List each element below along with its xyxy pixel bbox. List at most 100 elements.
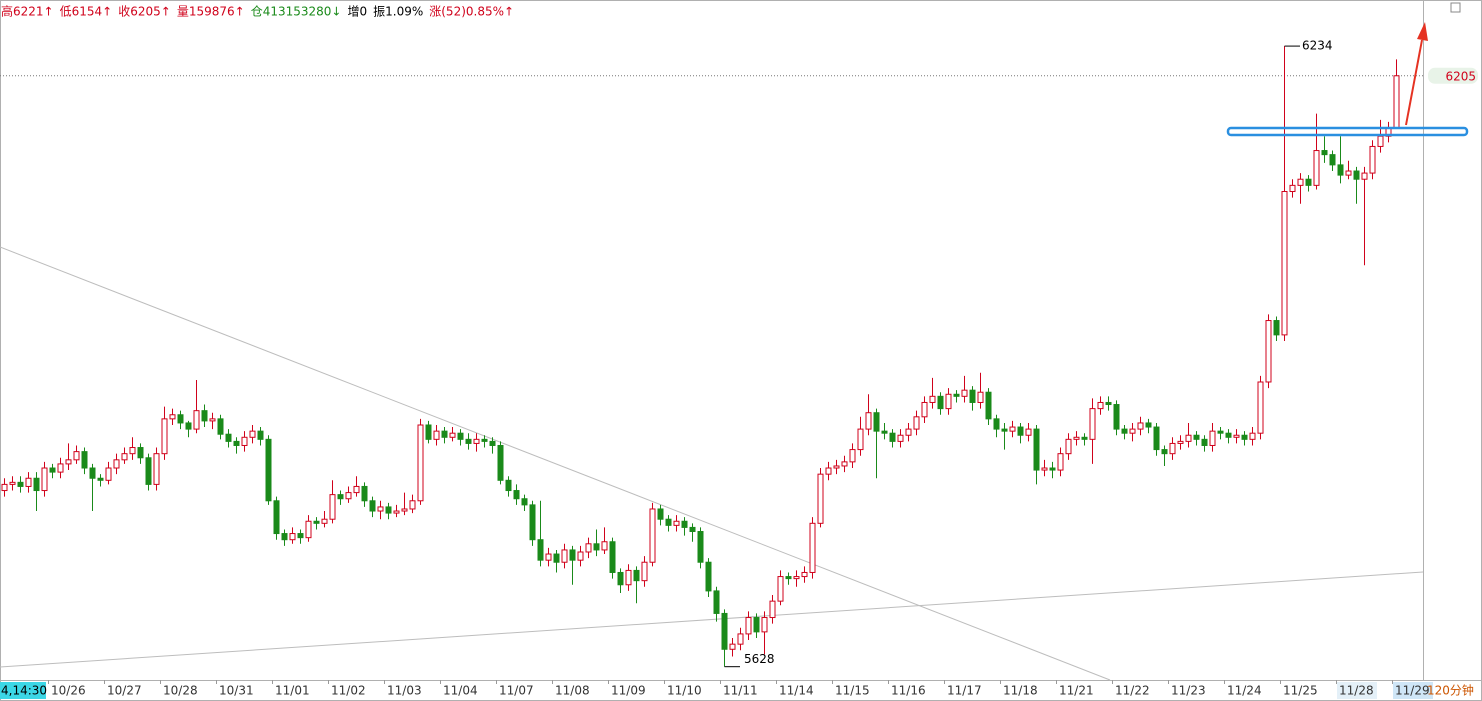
candle-body [401, 508, 408, 512]
x-tick-label: 11/03 [387, 684, 422, 698]
info-item: 高6221↑ [1, 4, 54, 19]
candle-body [809, 522, 816, 573]
x-tick-label: 10/27 [107, 684, 142, 698]
cursor-label: 4,14:30 [1, 684, 47, 698]
candle-body [1169, 442, 1176, 455]
candle-body [1361, 172, 1368, 180]
candle-body [161, 418, 168, 455]
candle-body [265, 438, 272, 502]
candle-body [897, 434, 904, 442]
candle-body [985, 391, 992, 420]
candle-body [297, 533, 304, 539]
candle-body [201, 410, 208, 422]
candle-body [289, 533, 296, 541]
price-tag: 6205 [1445, 69, 1476, 83]
candle-body [217, 418, 224, 435]
candle-body [1289, 184, 1296, 193]
candle-body [1241, 434, 1248, 440]
price-tag-bg [1428, 67, 1478, 84]
candle-body [1345, 170, 1352, 176]
candle-body [617, 571, 624, 586]
candle-body [1057, 453, 1064, 471]
candle-body [425, 424, 432, 440]
candle-body [233, 440, 240, 446]
candle-body [337, 494, 344, 500]
candle-body [737, 633, 744, 645]
candle-body [329, 494, 336, 520]
candle-body [1137, 422, 1144, 430]
candle-body [113, 459, 120, 469]
x-tick-label: 11/24 [1227, 684, 1262, 698]
candle-body [225, 433, 232, 442]
candle-body [1265, 320, 1272, 383]
candle-body [409, 500, 416, 510]
candle-body [1297, 178, 1304, 186]
candle-body [569, 549, 576, 561]
candle-body [1177, 440, 1184, 444]
candle-body [81, 451, 88, 469]
candle-body [929, 395, 936, 403]
candle-body [681, 520, 688, 528]
candle-body [441, 430, 448, 438]
candle-body [1193, 434, 1200, 440]
candle-body [497, 444, 504, 481]
candle-body [905, 428, 912, 436]
candle-body [753, 617, 760, 633]
candle-body [1377, 135, 1384, 147]
candle-body [1105, 401, 1112, 406]
window-button[interactable] [1450, 2, 1461, 13]
candle-body [1017, 426, 1024, 436]
candle-body [961, 389, 968, 397]
candle-body [761, 617, 768, 633]
candle-body [25, 477, 32, 487]
x-tick-label: 11/22 [1115, 684, 1150, 698]
candle-body [593, 543, 600, 551]
candle-body [1305, 178, 1312, 186]
x-tick-label: 11/07 [499, 684, 534, 698]
candle-body [1393, 75, 1400, 129]
candle-body [625, 569, 632, 586]
candle-body [577, 551, 584, 561]
candle-body [561, 549, 568, 563]
x-tick-label: 11/17 [947, 684, 982, 698]
cursor-label-bg [0, 682, 46, 699]
candle-body [849, 449, 856, 463]
candle-body [305, 520, 312, 539]
candle-body [689, 526, 696, 533]
x-tick-label: 10/31 [219, 684, 254, 698]
candle-body [601, 541, 608, 551]
candle-body [169, 414, 176, 420]
arrow-shaft [1405, 39, 1423, 126]
candle-body [665, 518, 672, 526]
candle-body [881, 430, 888, 434]
candle-body [505, 479, 512, 492]
x-tick-label: 10/26 [51, 684, 86, 698]
candle-body [825, 467, 832, 475]
candle-body [865, 412, 872, 430]
x-label-highlight [1337, 682, 1377, 699]
candle-body [1041, 467, 1048, 471]
candle-body [1009, 426, 1016, 432]
candle-body [1217, 430, 1224, 434]
candle-body [953, 393, 960, 397]
x-tick-label: 11/14 [779, 684, 814, 698]
candle-body [921, 401, 928, 418]
x-label-highlight [1393, 682, 1433, 699]
candle-body [833, 465, 840, 469]
candle-body [857, 428, 864, 451]
candle-body [1097, 401, 1104, 410]
candle-body [841, 461, 848, 467]
candle-body [673, 520, 680, 526]
candle-body [17, 481, 24, 487]
candle-body [57, 463, 64, 473]
x-tick-label: 11/10 [667, 684, 702, 698]
candle-body [489, 440, 496, 446]
candle-body [1185, 434, 1192, 442]
candle-body [945, 393, 952, 410]
candle-body [1281, 191, 1288, 336]
candle-body [185, 422, 192, 430]
candles [0, 46, 1423, 667]
candle-body [473, 438, 480, 444]
candle-body [1209, 430, 1216, 446]
candle-body [545, 553, 552, 561]
